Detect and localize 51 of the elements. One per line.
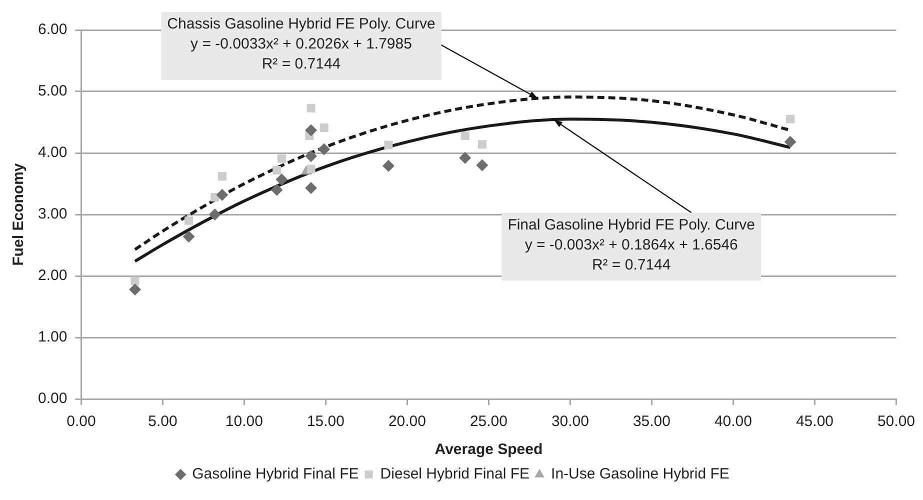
point [460, 132, 470, 140]
annotation: Final Gasoline Hybrid FE Poly. Curve y = -0.003x² + 0.1864x + 1.6546 R² = 0.7144 [508, 216, 755, 274]
x-tick-label: 40.00 [714, 413, 752, 430]
legend-label: Diesel Hybrid Final FE [380, 466, 530, 483]
annotation: Chassis Gasoline Hybrid FE Poly. Curve y = -0.0033x² + 0.2026x + 1.7985 R² = 0.7144 [167, 16, 436, 73]
y-tick-label: 0.00 [38, 390, 68, 408]
x-tick-label: 10.00 [225, 413, 263, 430]
y-tick-label: 6.00 [38, 21, 68, 38]
point [218, 172, 226, 181]
point [276, 173, 288, 186]
x-tick-label: 15.00 [306, 413, 344, 430]
point [130, 276, 140, 286]
y-axis-title: Fuel Economy [10, 162, 28, 266]
point [786, 114, 795, 124]
legend-label: In-Use Gasoline Hybrid FE [551, 466, 730, 483]
point [270, 184, 283, 196]
y-tick-label: 1.00 [38, 328, 68, 346]
point [305, 150, 318, 162]
point [476, 159, 488, 172]
point [128, 284, 141, 296]
x-axis-title: Average Speed [434, 441, 543, 458]
point [382, 160, 394, 172]
y-tick-label: 5.00 [38, 82, 68, 100]
point [459, 152, 472, 164]
point [305, 182, 318, 194]
point [318, 143, 330, 156]
x-tick-label: 5.00 [148, 413, 178, 430]
x-tick-label: 30.00 [551, 413, 589, 430]
point [216, 188, 228, 201]
point [182, 230, 195, 243]
x-tick-label: 0.00 [66, 413, 96, 430]
point [208, 208, 221, 220]
x-tick-label: 50.00 [877, 413, 916, 430]
point [384, 140, 393, 150]
x-tick-label: 20.00 [388, 413, 426, 430]
point [478, 140, 486, 149]
point [277, 154, 286, 163]
point [184, 216, 194, 225]
point [306, 164, 316, 174]
legend-label: Gasoline Hybrid Final FE [192, 466, 359, 483]
y-tick-label: 4.00 [38, 144, 68, 162]
point [784, 136, 796, 148]
point [272, 166, 282, 174]
point [306, 104, 316, 112]
x-tick-label: 25.00 [470, 413, 508, 430]
y-tick-label: 3.00 [38, 206, 68, 223]
y-tick-label: 2.00 [38, 267, 68, 284]
x-tick-label: 45.00 [796, 413, 834, 430]
x-tick-label: 35.00 [632, 413, 670, 430]
point [320, 124, 328, 132]
point [305, 124, 318, 136]
